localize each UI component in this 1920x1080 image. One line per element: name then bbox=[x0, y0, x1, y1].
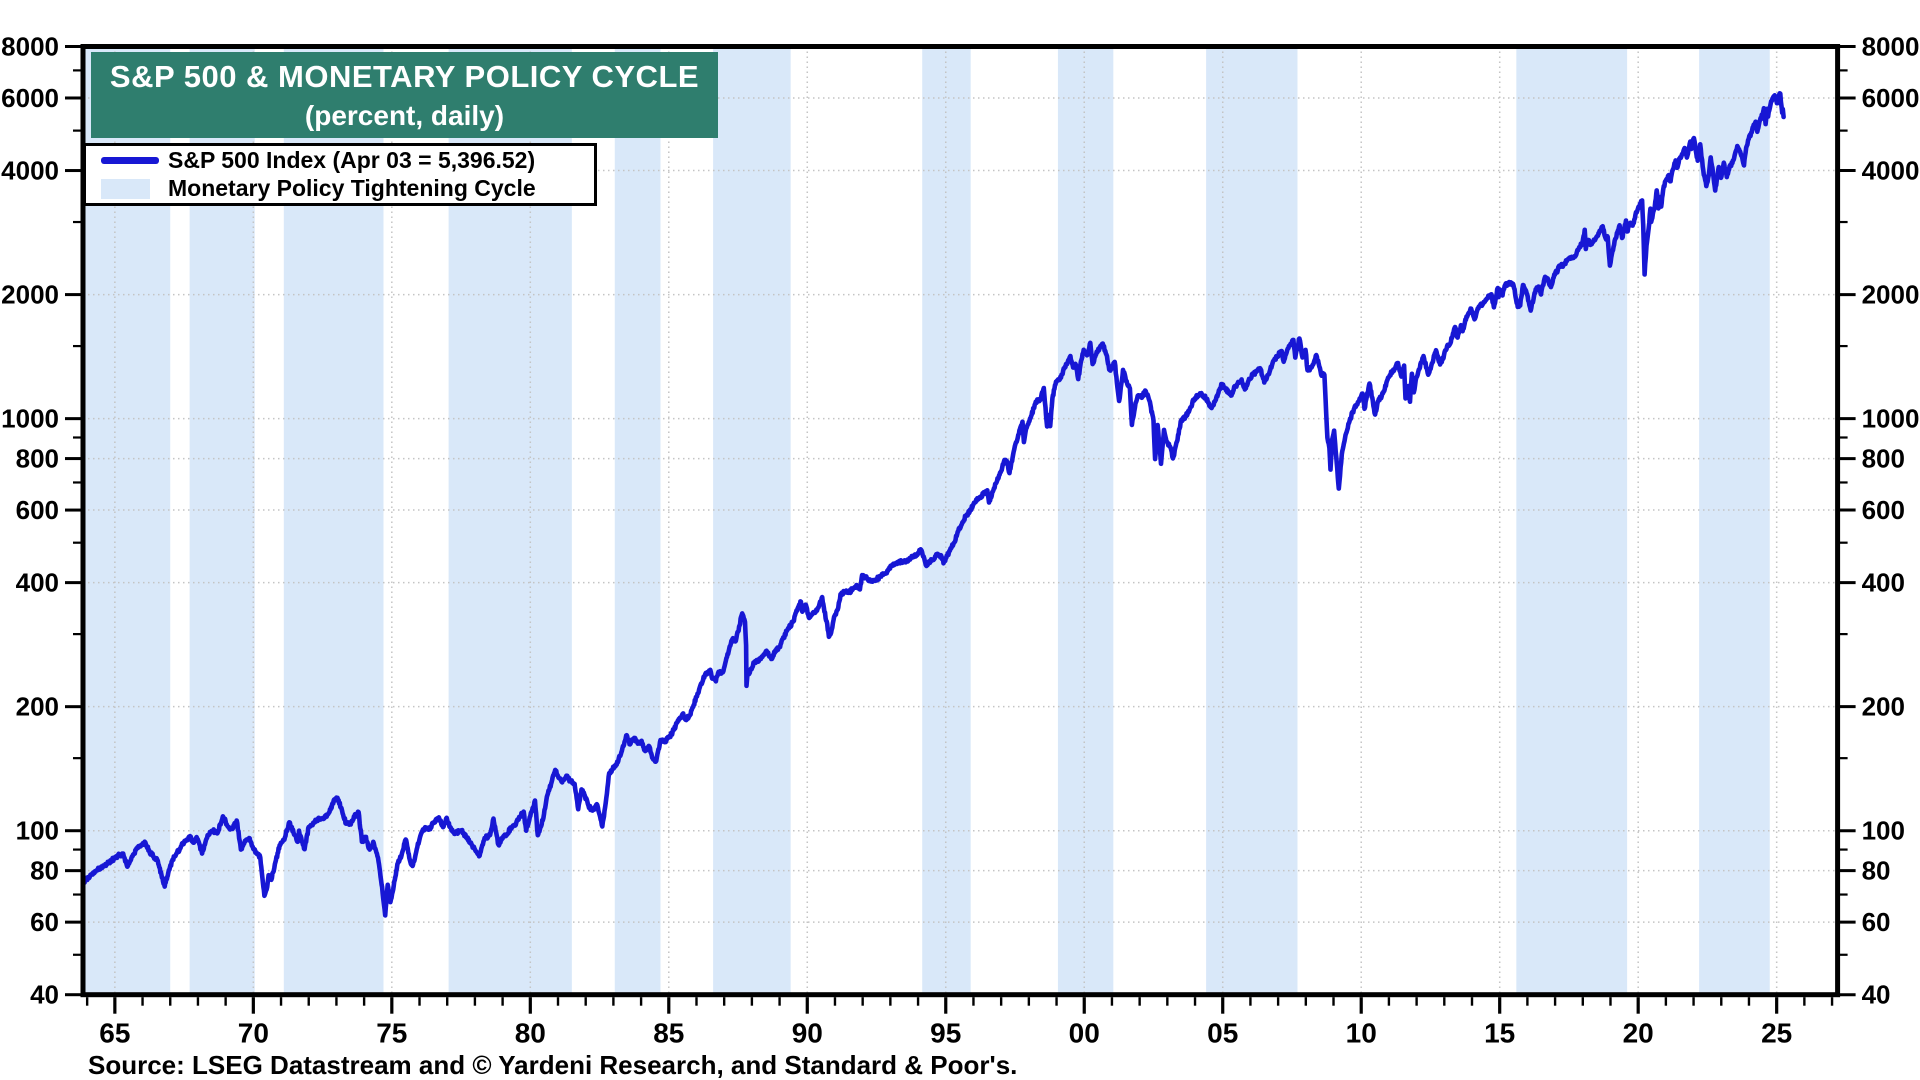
y-axis-label-left: 6000 bbox=[1, 83, 59, 113]
y-axis-label-left: 4000 bbox=[1, 156, 59, 186]
chart-title: S&P 500 & MONETARY POLICY CYCLE bbox=[109, 59, 700, 94]
chart-subtitle: (percent, daily) bbox=[304, 100, 505, 131]
tightening-band-swatch-icon bbox=[101, 178, 150, 199]
y-axis-label-right: 600 bbox=[1862, 495, 1905, 525]
y-axis-label-left: 1000 bbox=[1, 404, 59, 434]
y-axis-label-left: 40 bbox=[30, 980, 59, 1010]
x-axis-label: 00 bbox=[1069, 1018, 1100, 1049]
x-axis-label: 90 bbox=[792, 1018, 823, 1049]
y-axis-label-right: 100 bbox=[1862, 816, 1905, 846]
legend: S&P 500 Index (Apr 03 = 5,396.52) Moneta… bbox=[83, 143, 597, 206]
y-axis-label-left: 600 bbox=[16, 495, 59, 525]
legend-item-tightening-cycle: Monetary Policy Tightening Cycle bbox=[86, 175, 594, 203]
x-axis-label: 80 bbox=[515, 1018, 546, 1049]
y-axis-label-left: 100 bbox=[16, 816, 59, 846]
y-axis-label-right: 2000 bbox=[1862, 280, 1920, 310]
y-axis-label-right: 40 bbox=[1862, 980, 1891, 1010]
x-axis-label: 75 bbox=[376, 1018, 407, 1049]
y-axis-label-right: 1000 bbox=[1862, 404, 1920, 434]
x-axis-label: 85 bbox=[653, 1018, 684, 1049]
x-axis-label: 10 bbox=[1346, 1018, 1377, 1049]
y-axis-label-right: 80 bbox=[1862, 856, 1891, 886]
y-axis-label-right: 6000 bbox=[1862, 83, 1920, 113]
y-axis-label-right: 8000 bbox=[1862, 32, 1920, 62]
chart-title-box: S&P 500 & MONETARY POLICY CYCLE (percent… bbox=[91, 52, 718, 138]
x-axis-label: 05 bbox=[1207, 1018, 1238, 1049]
y-axis-label-right: 60 bbox=[1862, 907, 1891, 937]
sp500-line-swatch-icon bbox=[101, 156, 159, 164]
y-axis-label-left: 8000 bbox=[1, 32, 59, 62]
y-axis-label-right: 800 bbox=[1862, 444, 1905, 474]
x-axis-label: 70 bbox=[238, 1018, 269, 1049]
legend-label-tightening-cycle: Monetary Policy Tightening Cycle bbox=[168, 175, 536, 202]
x-axis-label: 25 bbox=[1761, 1018, 1792, 1049]
y-axis-label-left: 200 bbox=[16, 692, 59, 722]
y-axis-label-right: 200 bbox=[1862, 692, 1905, 722]
x-axis-label: 20 bbox=[1623, 1018, 1654, 1049]
y-axis-label-right: 400 bbox=[1862, 568, 1905, 598]
y-axis-label-left: 60 bbox=[30, 907, 59, 937]
y-axis-label-left: 800 bbox=[16, 444, 59, 474]
legend-label-sp500: S&P 500 Index (Apr 03 = 5,396.52) bbox=[168, 146, 536, 173]
x-axis-label: 15 bbox=[1484, 1018, 1515, 1049]
y-axis-label-left: 2000 bbox=[1, 280, 59, 310]
source-attribution: Source: LSEG Datastream and © Yardeni Re… bbox=[88, 1050, 1018, 1080]
y-axis-label-right: 4000 bbox=[1862, 156, 1920, 186]
x-axis-label: 95 bbox=[930, 1018, 961, 1049]
y-axis-label-left: 80 bbox=[30, 856, 59, 886]
x-axis-label: 65 bbox=[99, 1018, 130, 1049]
y-axis-label-left: 400 bbox=[16, 568, 59, 598]
legend-item-sp500: S&P 500 Index (Apr 03 = 5,396.52) bbox=[86, 146, 594, 174]
